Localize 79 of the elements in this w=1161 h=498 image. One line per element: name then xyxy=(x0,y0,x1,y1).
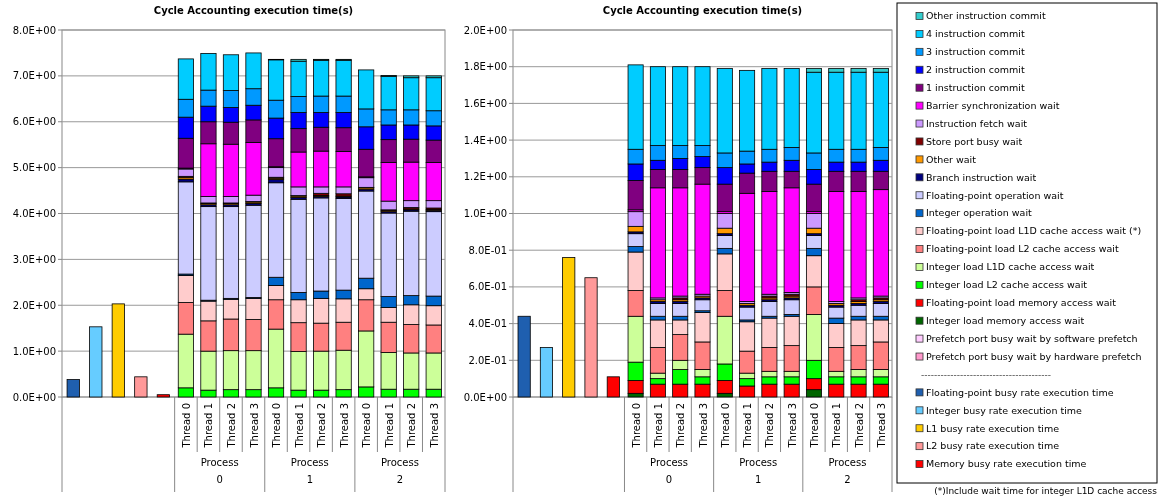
text: Process 0 xyxy=(200,457,239,485)
legend-label: Barrier synchronization wait xyxy=(926,99,1060,111)
x-tick-label: Thread 3 xyxy=(428,403,440,449)
legend-label: 2 instruction commit xyxy=(926,64,1025,76)
legend-label: Branch instruction wait xyxy=(926,171,1037,183)
text: Process 1 xyxy=(290,457,329,485)
text: (*)Include wait time for integer L1D cache access xyxy=(934,486,1158,496)
y-tick-label: 4.0E+00 xyxy=(12,208,56,219)
y-tick-label: 1.0E+00 xyxy=(12,345,56,357)
x-tick-label: Thread 2 xyxy=(764,403,776,449)
legend-label: L1 busy rate execution time xyxy=(926,422,1060,434)
y-tick-label: 6.0E+00 xyxy=(12,116,56,128)
x-tick-label: Thread 1 xyxy=(831,403,843,449)
x-tick-label: Thread 0 xyxy=(180,403,192,449)
y-tick-label: 8.0E+00 xyxy=(12,24,56,36)
y-tick-label: 1.8E+00 xyxy=(463,61,507,73)
x-tick-label: Thread 2 xyxy=(316,403,328,449)
legend-label: L2 busy rate execution time xyxy=(926,440,1060,452)
x-tick-label: Thread 1 xyxy=(652,403,664,449)
legend-label: Other instruction commit xyxy=(926,10,1046,22)
x-tick-label: Thread 0 xyxy=(271,403,283,449)
legend-label: Integer busy rate execution time xyxy=(926,404,1083,416)
y-tick-label: 7.0E+00 xyxy=(12,70,56,82)
y-tick-label: 4.0E-01 xyxy=(468,318,507,330)
x-tick-label: Thread 1 xyxy=(203,403,215,449)
chart-title: Cycle Accounting execution time(s) xyxy=(153,5,354,16)
legend-label: Prefetch port busy wait by hardware prefetch xyxy=(926,350,1142,362)
x-tick-label: Thread 3 xyxy=(697,403,709,449)
y-tick-label: 2.0E+00 xyxy=(463,24,507,36)
legend-label: Floating-point load L1D cache access wait (*) xyxy=(926,225,1142,237)
legend-label: Prefetch port busy wait by software prefetch xyxy=(926,332,1138,344)
text: ---------------------------------------- xyxy=(921,369,1051,380)
legend-label: Integer load L1D cache access wait xyxy=(926,261,1095,273)
legend-label: Memory busy rate execution time xyxy=(926,458,1087,470)
x-tick-label: Thread 0 xyxy=(808,403,820,449)
y-tick-label: 1.4E+00 xyxy=(463,134,507,146)
text: Process 2 xyxy=(380,457,419,485)
legend-label: Other wait xyxy=(926,153,977,165)
text: Process 1 xyxy=(739,457,778,485)
legend-label: Floating-point load memory access wait xyxy=(926,297,1117,309)
y-tick-label: 2.0E-01 xyxy=(468,354,507,366)
legend-label: Floating-point load L2 cache access wait xyxy=(926,243,1119,255)
y-tick-label: 5.0E+00 xyxy=(12,162,56,174)
y-tick-label: 0.0E+00 xyxy=(463,391,507,403)
legend-label: 3 instruction commit xyxy=(926,46,1025,58)
chart-title: Cycle Accounting execution time(s) xyxy=(602,5,803,16)
legend-label: Integer load memory access wait xyxy=(926,315,1085,327)
legend-label: Floating-point operation wait xyxy=(926,189,1064,201)
x-tick-label: Thread 2 xyxy=(675,403,687,449)
legend-label: Integer operation wait xyxy=(926,207,1033,219)
x-tick-label: Thread 2 xyxy=(406,403,418,449)
y-tick-label: 8.0E-01 xyxy=(468,244,507,256)
x-tick-label: Thread 0 xyxy=(719,403,731,449)
y-tick-label: 2.0E+00 xyxy=(12,299,56,311)
legend-label: Instruction fetch wait xyxy=(926,117,1028,129)
legend-label: Store port busy wait xyxy=(926,135,1023,147)
y-tick-label: 6.0E-01 xyxy=(468,281,507,293)
legend-label: 1 instruction commit xyxy=(926,82,1025,94)
x-tick-label: Thread 0 xyxy=(630,403,642,449)
x-tick-label: Thread 3 xyxy=(875,403,887,449)
y-tick-label: 1.6E+00 xyxy=(463,97,507,109)
x-tick-label: Thread 3 xyxy=(248,403,260,449)
y-tick-label: 1.2E+00 xyxy=(463,171,507,183)
x-tick-label: Thread 3 xyxy=(338,403,350,449)
legend-label: 4 instruction commit xyxy=(926,28,1025,40)
legend-label: Integer load L2 cache access wait xyxy=(926,279,1088,291)
y-tick-label: 0.0E+00 xyxy=(12,391,56,403)
y-tick-label: 3.0E+00 xyxy=(12,253,56,265)
x-tick-label: Thread 2 xyxy=(853,403,865,449)
x-tick-label: Thread 3 xyxy=(786,403,798,449)
y-tick-label: 1.0E+00 xyxy=(463,208,507,219)
x-tick-label: Thread 0 xyxy=(361,403,373,449)
text: Process 2 xyxy=(828,457,867,485)
x-tick-label: Thread 1 xyxy=(293,403,305,449)
x-tick-label: Thread 1 xyxy=(383,403,395,449)
legend-label: Floating-point busy rate execution time xyxy=(926,386,1114,398)
text: Process 0 xyxy=(650,457,689,485)
x-tick-label: Thread 2 xyxy=(225,403,237,449)
x-tick-label: Thread 1 xyxy=(742,403,754,449)
